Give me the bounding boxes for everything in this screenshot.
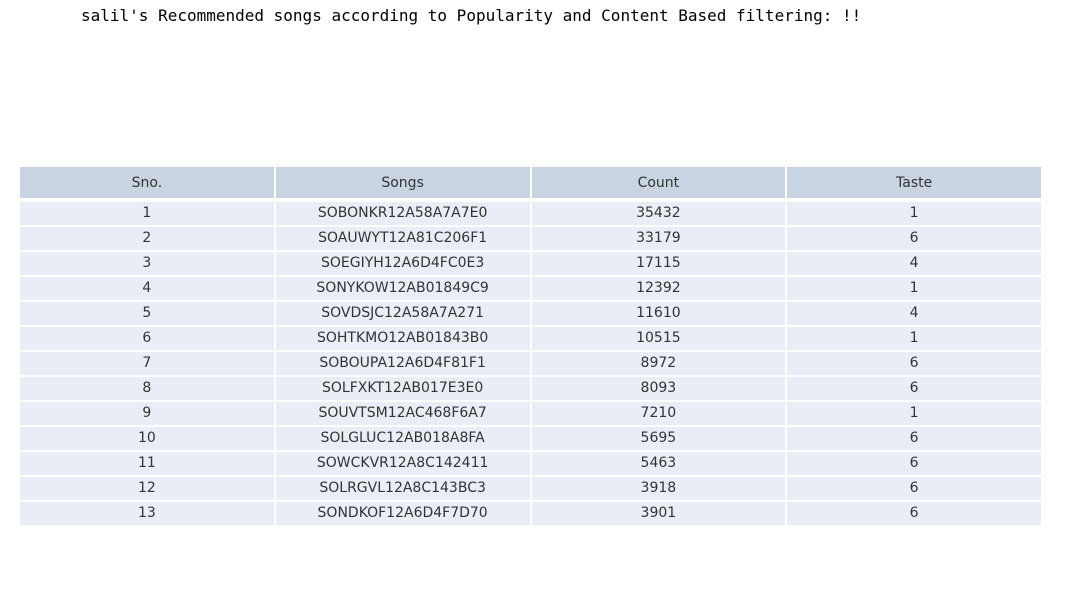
table-row: 3 SOEGIYH12A6D4FC0E3 17115 4 bbox=[20, 252, 1041, 275]
cell-count: 33179 bbox=[531, 227, 786, 250]
cell-song-id: SONDKOF12A6D4F7D70 bbox=[275, 502, 530, 525]
cell-count: 3918 bbox=[531, 477, 786, 500]
cell-taste: 1 bbox=[787, 402, 1041, 425]
cell-taste: 6 bbox=[787, 477, 1041, 500]
table-row: 6 SOHTKMO12AB01843B0 10515 1 bbox=[20, 327, 1041, 350]
cell-sno: 10 bbox=[20, 427, 274, 450]
recommendations-table: Sno. Songs Count Taste 1 SOBONKR12A58A7A7… bbox=[18, 165, 1043, 527]
table-row: 4 SONYKOW12AB01849C9 12392 1 bbox=[20, 277, 1041, 300]
table-row: 2 SOAUWYT12A81C206F1 33179 6 bbox=[20, 227, 1041, 250]
cell-count: 3901 bbox=[531, 502, 786, 525]
recommendations-table-container: Sno. Songs Count Taste 1 SOBONKR12A58A7A7… bbox=[20, 167, 1045, 525]
table-row: 9 SOUVTSM12AC468F6A7 7210 1 bbox=[20, 402, 1041, 425]
cell-count: 8972 bbox=[531, 352, 786, 375]
cell-sno: 1 bbox=[20, 202, 274, 225]
cell-sno: 7 bbox=[20, 352, 274, 375]
cell-count: 11610 bbox=[531, 302, 786, 325]
table-header-row: Sno. Songs Count Taste bbox=[20, 167, 1041, 200]
cell-song-id: SONYKOW12AB01849C9 bbox=[275, 277, 530, 300]
cell-sno: 5 bbox=[20, 302, 274, 325]
cell-song-id: SOAUWYT12A81C206F1 bbox=[275, 227, 530, 250]
cell-song-id: SOBOUPA12A6D4F81F1 bbox=[275, 352, 530, 375]
column-header-songs: Songs bbox=[275, 167, 530, 200]
cell-taste: 6 bbox=[787, 502, 1041, 525]
cell-sno: 9 bbox=[20, 402, 274, 425]
cell-count: 10515 bbox=[531, 327, 786, 350]
cell-taste: 6 bbox=[787, 227, 1041, 250]
cell-sno: 8 bbox=[20, 377, 274, 400]
cell-song-id: SOWCKVR12A8C142411 bbox=[275, 452, 530, 475]
cell-sno: 2 bbox=[20, 227, 274, 250]
column-header-count: Count bbox=[531, 167, 786, 200]
cell-song-id: SOHTKMO12AB01843B0 bbox=[275, 327, 530, 350]
cell-sno: 4 bbox=[20, 277, 274, 300]
cell-sno: 13 bbox=[20, 502, 274, 525]
cell-count: 5463 bbox=[531, 452, 786, 475]
cell-taste: 4 bbox=[787, 302, 1041, 325]
table-row: 11 SOWCKVR12A8C142411 5463 6 bbox=[20, 452, 1041, 475]
cell-taste: 6 bbox=[787, 452, 1041, 475]
cell-taste: 6 bbox=[787, 352, 1041, 375]
cell-count: 7210 bbox=[531, 402, 786, 425]
table-row: 5 SOVDSJC12A58A7A271 11610 4 bbox=[20, 302, 1041, 325]
table-row: 7 SOBOUPA12A6D4F81F1 8972 6 bbox=[20, 352, 1041, 375]
cell-count: 8093 bbox=[531, 377, 786, 400]
cell-taste: 6 bbox=[787, 427, 1041, 450]
cell-song-id: SOVDSJC12A58A7A271 bbox=[275, 302, 530, 325]
cell-taste: 6 bbox=[787, 377, 1041, 400]
cell-count: 5695 bbox=[531, 427, 786, 450]
table-row: 8 SOLFXKT12AB017E3E0 8093 6 bbox=[20, 377, 1041, 400]
cell-sno: 12 bbox=[20, 477, 274, 500]
column-header-sno: Sno. bbox=[20, 167, 274, 200]
cell-sno: 11 bbox=[20, 452, 274, 475]
cell-count: 12392 bbox=[531, 277, 786, 300]
table-row: 13 SONDKOF12A6D4F7D70 3901 6 bbox=[20, 502, 1041, 525]
table-header: Sno. Songs Count Taste bbox=[20, 167, 1041, 200]
table-body: 1 SOBONKR12A58A7A7E0 35432 1 2 SOAUWYT12A81C2… bbox=[20, 202, 1041, 525]
table-row: 12 SOLRGVL12A8C143BC3 3918 6 bbox=[20, 477, 1041, 500]
cell-song-id: SOUVTSM12AC468F6A7 bbox=[275, 402, 530, 425]
cell-count: 35432 bbox=[531, 202, 786, 225]
page-heading: salil's Recommended songs according to P… bbox=[81, 6, 862, 25]
cell-song-id: SOEGIYH12A6D4FC0E3 bbox=[275, 252, 530, 275]
cell-count: 17115 bbox=[531, 252, 786, 275]
column-header-taste: Taste bbox=[787, 167, 1041, 200]
cell-taste: 1 bbox=[787, 277, 1041, 300]
cell-taste: 1 bbox=[787, 202, 1041, 225]
cell-song-id: SOLGLUC12AB018A8FA bbox=[275, 427, 530, 450]
cell-taste: 4 bbox=[787, 252, 1041, 275]
cell-sno: 6 bbox=[20, 327, 274, 350]
table-row: 10 SOLGLUC12AB018A8FA 5695 6 bbox=[20, 427, 1041, 450]
cell-taste: 1 bbox=[787, 327, 1041, 350]
table-row: 1 SOBONKR12A58A7A7E0 35432 1 bbox=[20, 202, 1041, 225]
cell-song-id: SOLFXKT12AB017E3E0 bbox=[275, 377, 530, 400]
cell-sno: 3 bbox=[20, 252, 274, 275]
cell-song-id: SOBONKR12A58A7A7E0 bbox=[275, 202, 530, 225]
cell-song-id: SOLRGVL12A8C143BC3 bbox=[275, 477, 530, 500]
